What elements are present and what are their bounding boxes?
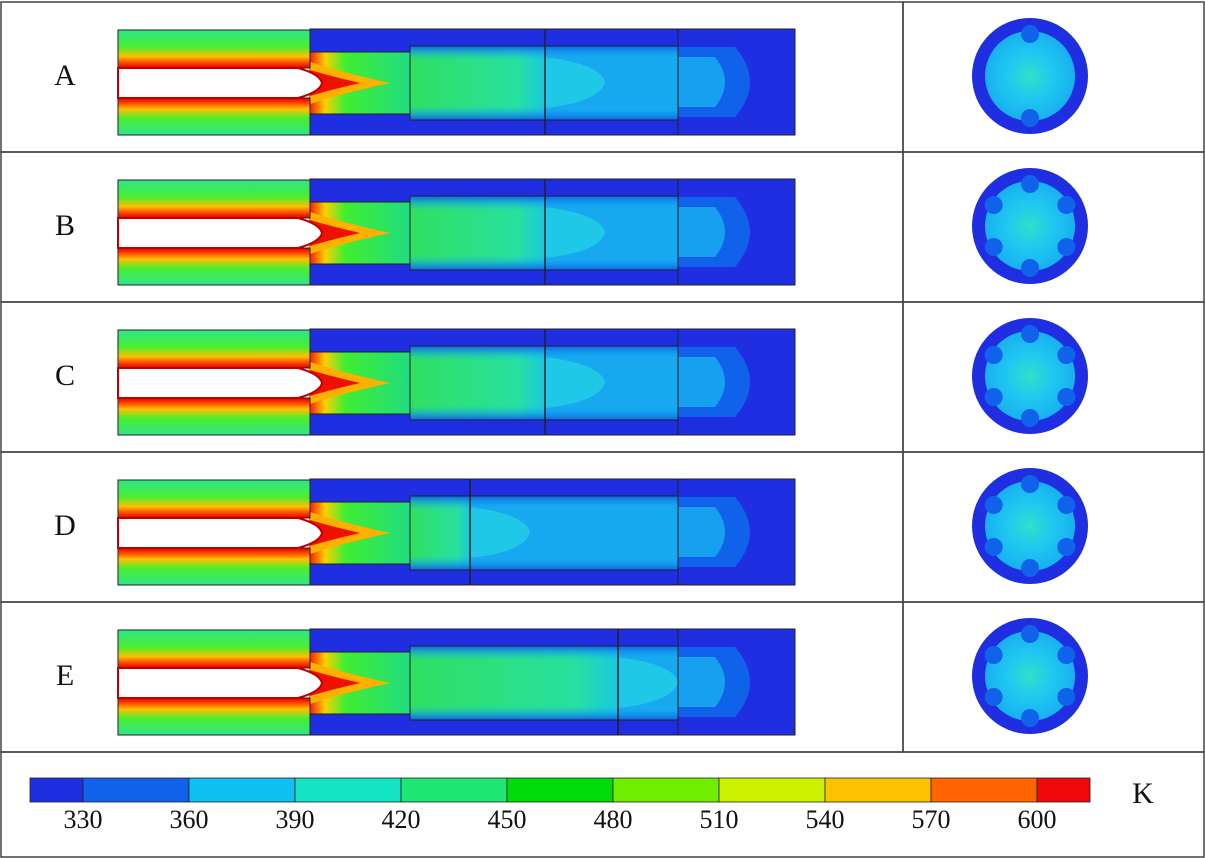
disk-lobe [1021, 259, 1039, 277]
colorbar-swatch [29, 777, 84, 803]
disk-lobe [1057, 196, 1076, 214]
disk-lobe [1021, 109, 1039, 127]
panel-label: E [56, 659, 74, 692]
end-core [678, 357, 725, 407]
panel: C [0, 301, 1205, 453]
panel-label: A [54, 59, 76, 92]
inlet-bottom [117, 97, 311, 136]
disk-lobe [1021, 175, 1039, 193]
colorbar-swatch [612, 777, 720, 803]
fuel-channel [117, 217, 324, 249]
colorbar-swatch [824, 777, 932, 803]
disk-lobe [1057, 496, 1076, 514]
fuel-channel [117, 517, 324, 549]
fuel-channel [117, 667, 324, 699]
disk-lobe [984, 346, 1003, 364]
colorbar-tick-label: 360 [170, 805, 209, 834]
disk-lobe [984, 688, 1003, 706]
colorbar-tick-label: 540 [806, 805, 845, 834]
inlet-top [117, 329, 311, 369]
inlet-bottom [117, 247, 311, 286]
panel-label: B [55, 209, 75, 242]
panel: D [0, 451, 1205, 603]
colorbar-tick-label: 510 [700, 805, 739, 834]
inlet-bottom [117, 697, 311, 736]
panel: A [0, 1, 1205, 153]
tube-edge [409, 45, 679, 121]
end-core [678, 507, 725, 557]
colorbar: 330 360 390 420 450 480 510 540 570 600 [29, 777, 1091, 834]
disk-lobe [1021, 325, 1039, 343]
disk-lobe [1021, 475, 1039, 493]
end-core [678, 57, 725, 107]
disk-lobe [1021, 625, 1039, 643]
disk-lobe [1057, 646, 1076, 664]
colorbar-tick-label: 390 [276, 805, 315, 834]
disk-lobe [984, 538, 1003, 556]
colorbar-swatch [294, 777, 402, 803]
inlet-top [117, 29, 311, 69]
disk-lobe [1057, 346, 1076, 364]
colorbar-tick-label: 570 [912, 805, 951, 834]
flame-core [310, 670, 360, 696]
flame-core [310, 520, 360, 546]
disk-inner [985, 481, 1075, 571]
tube-edge [409, 195, 679, 271]
disk-inner [985, 181, 1075, 271]
end-core [678, 207, 725, 257]
disk-lobe [1057, 388, 1076, 406]
colorbar-swatch [718, 777, 826, 803]
flame-core [310, 70, 360, 96]
tube-edge [409, 645, 679, 721]
flame-core [310, 220, 360, 246]
end-core [678, 657, 725, 707]
inlet-top [117, 179, 311, 219]
disk-lobe [984, 388, 1003, 406]
panel-label: C [55, 359, 75, 392]
panel: B [0, 151, 1205, 303]
disk-lobe [984, 646, 1003, 664]
colorbar-tick-label: 450 [488, 805, 527, 834]
colorbar-tick-label: 330 [64, 805, 103, 834]
disk-lobe [984, 496, 1003, 514]
disk-lobe [1057, 238, 1076, 256]
disk-lobe [1057, 688, 1076, 706]
disk-lobe [984, 196, 1003, 214]
disk-inner [985, 331, 1075, 421]
colorbar-swatch [82, 777, 190, 803]
panel-label: D [54, 509, 76, 542]
disk-lobe [1021, 709, 1039, 727]
colorbar-swatch [188, 777, 296, 803]
disk-lobe [984, 238, 1003, 256]
inlet-top [117, 629, 311, 669]
colorbar-unit: K [1132, 777, 1154, 810]
colorbar-tick-label: 480 [594, 805, 633, 834]
colorbar-swatch [1036, 777, 1091, 803]
flame-core [310, 370, 360, 396]
panel: E [0, 601, 1205, 753]
colorbar-swatch [506, 777, 614, 803]
disk-lobe [1021, 25, 1039, 43]
colorbar-swatch [400, 777, 508, 803]
colorbar-frame [0, 751, 1205, 858]
tube-edge [409, 345, 679, 421]
inlet-top [117, 479, 311, 519]
inlet-bottom [117, 547, 311, 586]
tube-edge [409, 495, 679, 571]
colorbar-swatch [930, 777, 1038, 803]
disk-inner [985, 631, 1075, 721]
inlet-bottom [117, 397, 311, 436]
fuel-channel [117, 367, 324, 399]
disk-lobe [1021, 409, 1039, 427]
colorbar-tick-label: 600 [1018, 805, 1057, 834]
disk-lobe [1021, 559, 1039, 577]
disk-inner [985, 31, 1075, 121]
disk-lobe [1057, 538, 1076, 556]
colorbar-tick-label: 420 [382, 805, 421, 834]
fuel-channel [117, 67, 324, 99]
panels: A B C D E [0, 1, 1205, 753]
